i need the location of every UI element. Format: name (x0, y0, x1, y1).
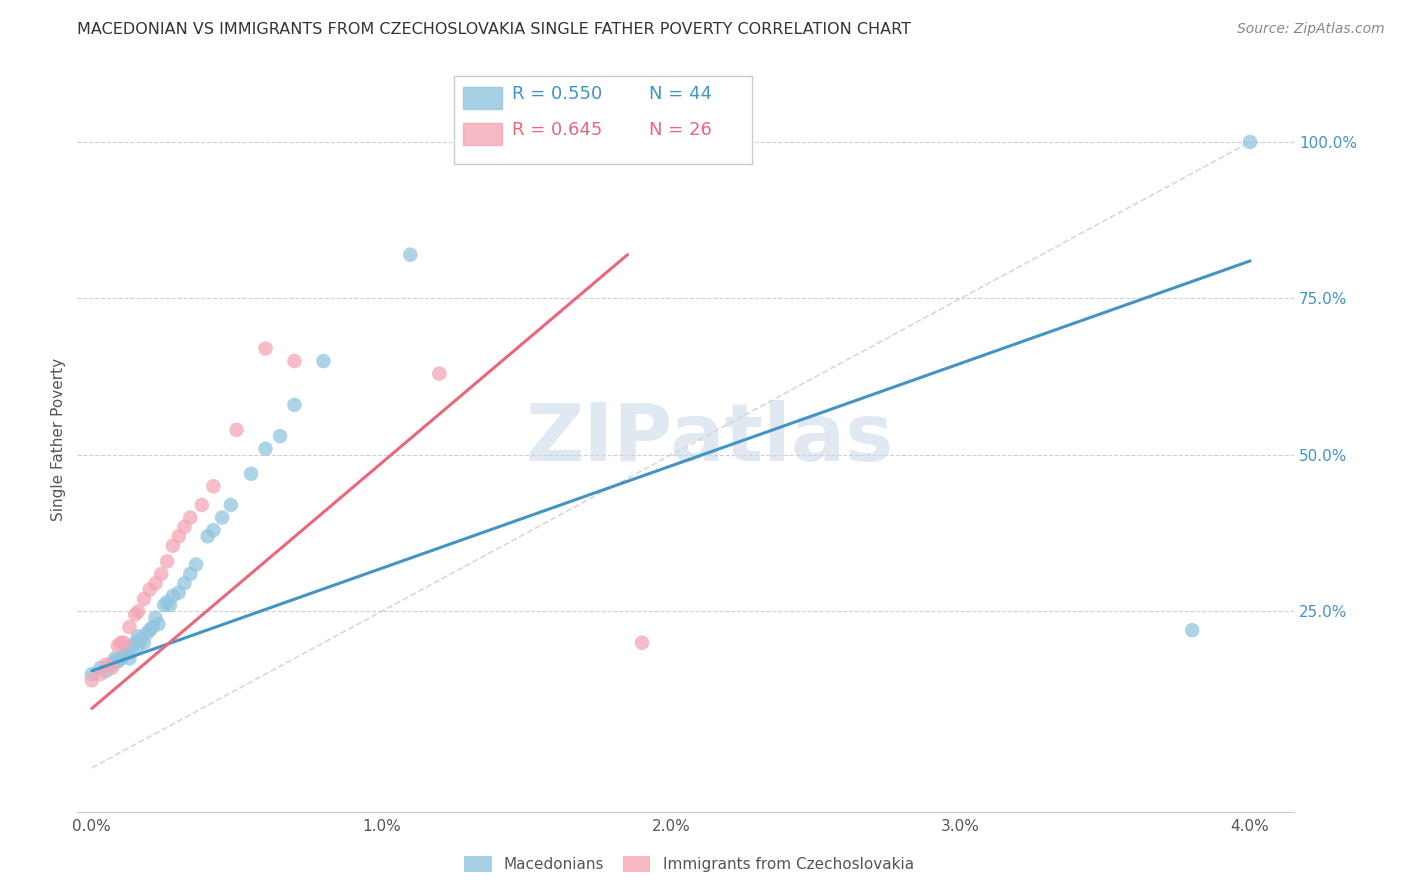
Point (104, 651, 127, 665)
Point (127, 604, 149, 618)
Point (427, 367, 450, 381)
Point (399, 248, 422, 262)
Point (121, 639, 143, 653)
FancyBboxPatch shape (463, 87, 502, 110)
Point (173, 576, 195, 591)
Point (118, 620, 141, 634)
Point (129, 632, 152, 647)
Legend: Macedonians, Immigrants from Czechoslovakia: Macedonians, Immigrants from Czechoslova… (457, 848, 921, 880)
Text: N = 44: N = 44 (650, 86, 711, 103)
Point (269, 429, 291, 443)
Point (162, 539, 184, 553)
Point (145, 576, 167, 591)
Point (1239, 135, 1261, 149)
Point (162, 589, 184, 603)
Point (89, 661, 111, 675)
Point (138, 624, 160, 638)
Text: Source: ZipAtlas.com: Source: ZipAtlas.com (1237, 22, 1385, 37)
Point (110, 651, 132, 665)
Text: MACEDONIAN VS IMMIGRANTS FROM CZECHOSLOVAKIA SINGLE FATHER POVERTY CORRELATION C: MACEDONIAN VS IMMIGRANTS FROM CZECHOSLOV… (77, 22, 911, 37)
Point (124, 607, 146, 622)
Point (118, 645, 141, 659)
Point (96, 657, 118, 672)
Point (110, 651, 132, 665)
Point (104, 655, 127, 669)
Point (202, 523, 225, 537)
Point (112, 648, 135, 663)
Point (179, 510, 201, 524)
Point (202, 479, 225, 493)
Point (118, 651, 141, 665)
Point (156, 595, 179, 609)
Point (107, 639, 129, 653)
Point (225, 423, 247, 437)
Point (80, 667, 103, 681)
Point (211, 510, 233, 524)
Point (631, 636, 654, 650)
Point (197, 529, 219, 543)
Point (138, 582, 160, 597)
Point (156, 554, 179, 568)
Point (135, 626, 157, 640)
FancyBboxPatch shape (454, 76, 752, 164)
Point (219, 498, 242, 512)
Text: R = 0.645: R = 0.645 (512, 121, 602, 139)
Point (167, 529, 190, 543)
Point (107, 655, 129, 669)
Point (148, 616, 170, 631)
Point (127, 630, 149, 644)
Point (167, 585, 190, 599)
Point (312, 354, 335, 368)
Point (145, 610, 167, 624)
Point (132, 636, 155, 650)
Point (124, 636, 146, 650)
Text: R = 0.550: R = 0.550 (512, 86, 602, 103)
Point (127, 639, 149, 653)
Point (112, 636, 135, 650)
Point (142, 620, 165, 634)
Point (173, 520, 195, 534)
Point (283, 398, 305, 412)
Point (132, 591, 155, 606)
Text: N = 26: N = 26 (650, 121, 711, 139)
Point (110, 636, 132, 650)
Point (115, 645, 138, 659)
Point (254, 442, 277, 456)
Text: ZIPatlas: ZIPatlas (526, 401, 894, 478)
Point (101, 661, 124, 675)
Point (240, 467, 263, 481)
Point (153, 598, 176, 612)
Point (159, 598, 181, 612)
Point (254, 342, 277, 356)
Y-axis label: Single Father Poverty: Single Father Poverty (51, 358, 66, 521)
Point (179, 566, 201, 581)
FancyBboxPatch shape (463, 123, 502, 145)
Point (80, 673, 103, 688)
Point (96, 664, 118, 678)
Point (184, 558, 207, 572)
Point (101, 657, 124, 672)
Point (1181, 624, 1204, 638)
Point (283, 354, 305, 368)
Point (89, 667, 111, 681)
Point (150, 566, 173, 581)
Point (191, 498, 214, 512)
